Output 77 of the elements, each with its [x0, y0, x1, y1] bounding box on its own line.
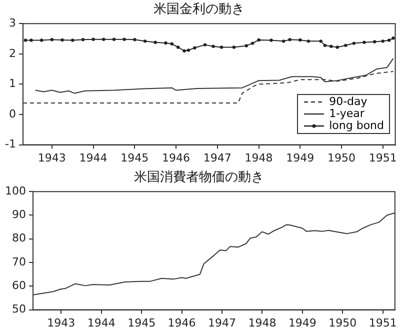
point [112, 38, 116, 41]
point [288, 38, 292, 42]
y-tick-label: 1 [8, 77, 16, 90]
point [270, 38, 273, 42]
point [344, 44, 348, 48]
x-tick-label: 1946 [162, 151, 190, 164]
y-tick-label: 80 [12, 232, 26, 245]
point [319, 40, 322, 43]
x-tick-label: 1945 [128, 316, 156, 330]
point [330, 44, 333, 48]
chart-title: 米国消費者物価の動き [134, 170, 264, 186]
chart-title: 米国金利の動き [154, 2, 244, 18]
point [298, 38, 302, 42]
y-tick-label: 90 [12, 208, 26, 222]
point [164, 41, 168, 45]
point [212, 44, 215, 48]
point [306, 40, 310, 43]
point [381, 40, 384, 43]
y-tick-label: 3 [8, 16, 16, 30]
point [250, 42, 254, 45]
x-tick-label: 1948 [248, 316, 276, 330]
x-tick-label: 1949 [288, 316, 316, 330]
legend-label: long bond [329, 119, 384, 132]
y-tick-label: 100 [4, 184, 26, 198]
x-tick-label: 1946 [168, 316, 196, 330]
x-tick-label: 1944 [87, 316, 116, 330]
point [40, 38, 44, 42]
point [362, 40, 366, 44]
point [323, 44, 327, 48]
point [154, 40, 157, 44]
point [232, 46, 236, 49]
x-tick-label: 1943 [38, 151, 66, 164]
point [282, 40, 286, 43]
x-tick-label: 1947 [208, 316, 236, 330]
x-tick-label: 1950 [328, 151, 356, 164]
point [387, 38, 391, 42]
y-tick-label: 0 [8, 107, 16, 120]
point [50, 38, 54, 42]
y-tick-label: 70 [12, 255, 26, 268]
y-tick-label: 50 [12, 302, 26, 316]
point [60, 38, 64, 42]
point [176, 46, 180, 49]
legend-label: 1-year [329, 107, 364, 120]
x-tick-label: 1950 [328, 316, 357, 330]
point [352, 42, 356, 45]
legend-label: 90-day [329, 95, 368, 108]
y-tick-label: 60 [12, 279, 26, 292]
y-tick-label: -1 [5, 138, 16, 151]
y-tick-label: 2 [8, 46, 16, 60]
point [372, 40, 376, 44]
point [133, 38, 136, 42]
point [203, 43, 207, 46]
point [220, 46, 224, 49]
point [81, 38, 85, 42]
point [182, 49, 186, 52]
point [244, 44, 248, 48]
x-tick-label: 1949 [286, 151, 314, 164]
x-tick-label: 1948 [244, 151, 273, 164]
point [143, 40, 147, 43]
x-tick-label: 1944 [79, 151, 108, 164]
point [122, 38, 126, 41]
point [257, 38, 260, 42]
point [71, 38, 74, 42]
point [102, 38, 106, 41]
point [336, 46, 339, 49]
point [392, 36, 395, 40]
x-tick-label: 1943 [47, 316, 76, 330]
point [186, 48, 190, 52]
x-tick-label: 1945 [120, 151, 149, 164]
point [170, 42, 174, 46]
point [92, 38, 95, 41]
point [30, 38, 33, 42]
x-tick-label: 1947 [203, 151, 232, 164]
point [193, 46, 196, 50]
point [24, 38, 28, 42]
x-tick-label: 1951 [368, 316, 397, 330]
x-tick-label: 1951 [368, 151, 397, 164]
